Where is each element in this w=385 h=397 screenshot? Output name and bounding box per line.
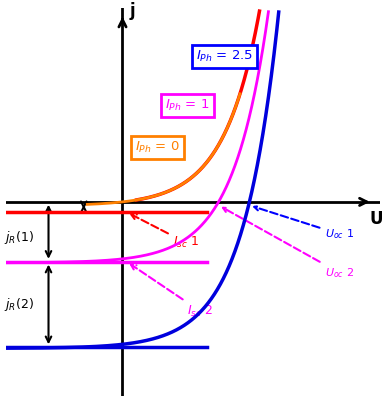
Text: U: U: [369, 210, 383, 228]
Text: j: j: [129, 2, 135, 20]
Text: $j_R(1)$: $j_R(1)$: [4, 229, 34, 246]
Text: $U_{oc}\ 1$: $U_{oc}\ 1$: [254, 206, 354, 241]
Text: $I_{Ph}$ = 1: $I_{Ph}$ = 1: [165, 97, 209, 113]
Text: $I_{Ph}$ = 0: $I_{Ph}$ = 0: [136, 140, 180, 155]
Text: $U_{oc}\ 2$: $U_{oc}\ 2$: [223, 208, 354, 280]
Text: $I_{sc}\ 2$: $I_{sc}\ 2$: [131, 264, 213, 319]
Text: $I_{sc}\ 1$: $I_{sc}\ 1$: [131, 214, 199, 251]
Text: $I_{Ph}$ = 2.5: $I_{Ph}$ = 2.5: [196, 49, 253, 64]
Text: $j_R(2)$: $j_R(2)$: [4, 296, 34, 313]
